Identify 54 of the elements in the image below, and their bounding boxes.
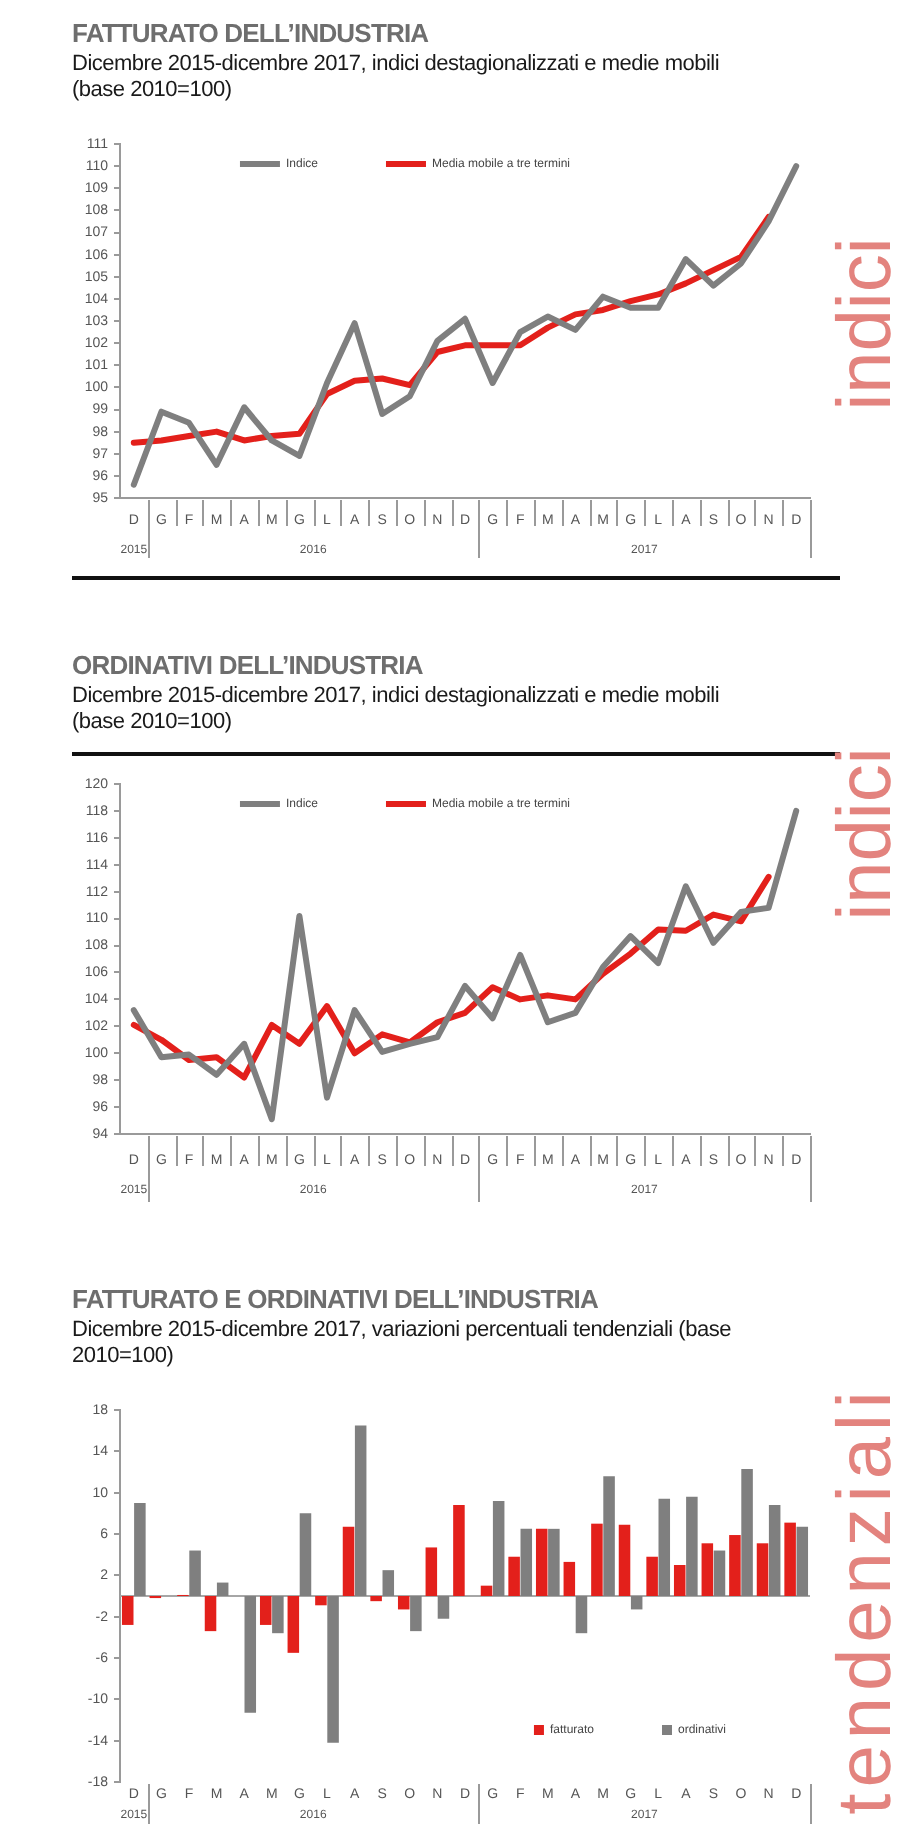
bar xyxy=(327,1596,339,1743)
bar xyxy=(646,1556,658,1596)
bar xyxy=(354,1425,367,1596)
bar xyxy=(630,1596,643,1610)
bar xyxy=(121,1596,134,1625)
bar xyxy=(410,1596,422,1632)
bar xyxy=(370,1596,382,1602)
bar xyxy=(259,1596,272,1625)
bar xyxy=(658,1498,671,1596)
bar xyxy=(756,1543,769,1596)
bar xyxy=(299,1513,312,1596)
bar xyxy=(425,1547,438,1596)
bar xyxy=(741,1468,753,1596)
bar xyxy=(520,1528,533,1596)
bar xyxy=(204,1596,217,1632)
bar xyxy=(315,1596,327,1606)
chart-title: FATTURATO E ORDINATIVI DELL’INDUSTRIA xyxy=(72,1284,599,1314)
bar xyxy=(216,1582,229,1596)
bar xyxy=(673,1565,686,1596)
text: indici xyxy=(824,237,908,411)
chart-subtitle: Dicembre 2015-dicembre 2017, variazioni percentuali tendenziali (base 2010=100) xyxy=(72,1318,733,1370)
chart-title: FATTURATO DELL’INDUSTRIA xyxy=(72,18,429,48)
bar xyxy=(134,1503,146,1596)
bar xyxy=(796,1526,809,1596)
bar xyxy=(548,1528,560,1596)
bar xyxy=(729,1535,741,1596)
bar xyxy=(575,1596,588,1634)
bar xyxy=(591,1523,603,1596)
bar xyxy=(618,1524,631,1596)
chart-title: ORDINATIVI DELL’INDUSTRIA xyxy=(72,650,423,680)
bar xyxy=(272,1596,284,1634)
bar xyxy=(397,1596,410,1610)
bar xyxy=(603,1476,615,1596)
bar xyxy=(563,1561,576,1596)
bar xyxy=(287,1596,300,1653)
bar xyxy=(713,1550,726,1596)
chart-subtitle: Dicembre 2015-dicembre 2017, indici destagionalizzati e medie mobili (base 2010=100) xyxy=(72,684,722,736)
text: indici xyxy=(824,747,908,921)
text: tendenziali xyxy=(824,1385,908,1815)
bar xyxy=(508,1556,520,1596)
chart-subtitle: Dicembre 2015-dicembre 2017, indici destagionalizzati e medie mobili (base 2010=100) xyxy=(72,52,722,104)
bar xyxy=(686,1496,698,1596)
bar xyxy=(437,1596,450,1619)
bar xyxy=(342,1526,355,1596)
bar xyxy=(382,1570,395,1596)
bar xyxy=(189,1550,201,1596)
bar xyxy=(492,1500,505,1596)
bar xyxy=(701,1543,714,1596)
bar xyxy=(480,1585,493,1596)
bar xyxy=(768,1505,781,1596)
bar xyxy=(535,1528,548,1596)
bar xyxy=(453,1505,465,1596)
bar xyxy=(784,1522,796,1596)
bar xyxy=(244,1596,257,1713)
